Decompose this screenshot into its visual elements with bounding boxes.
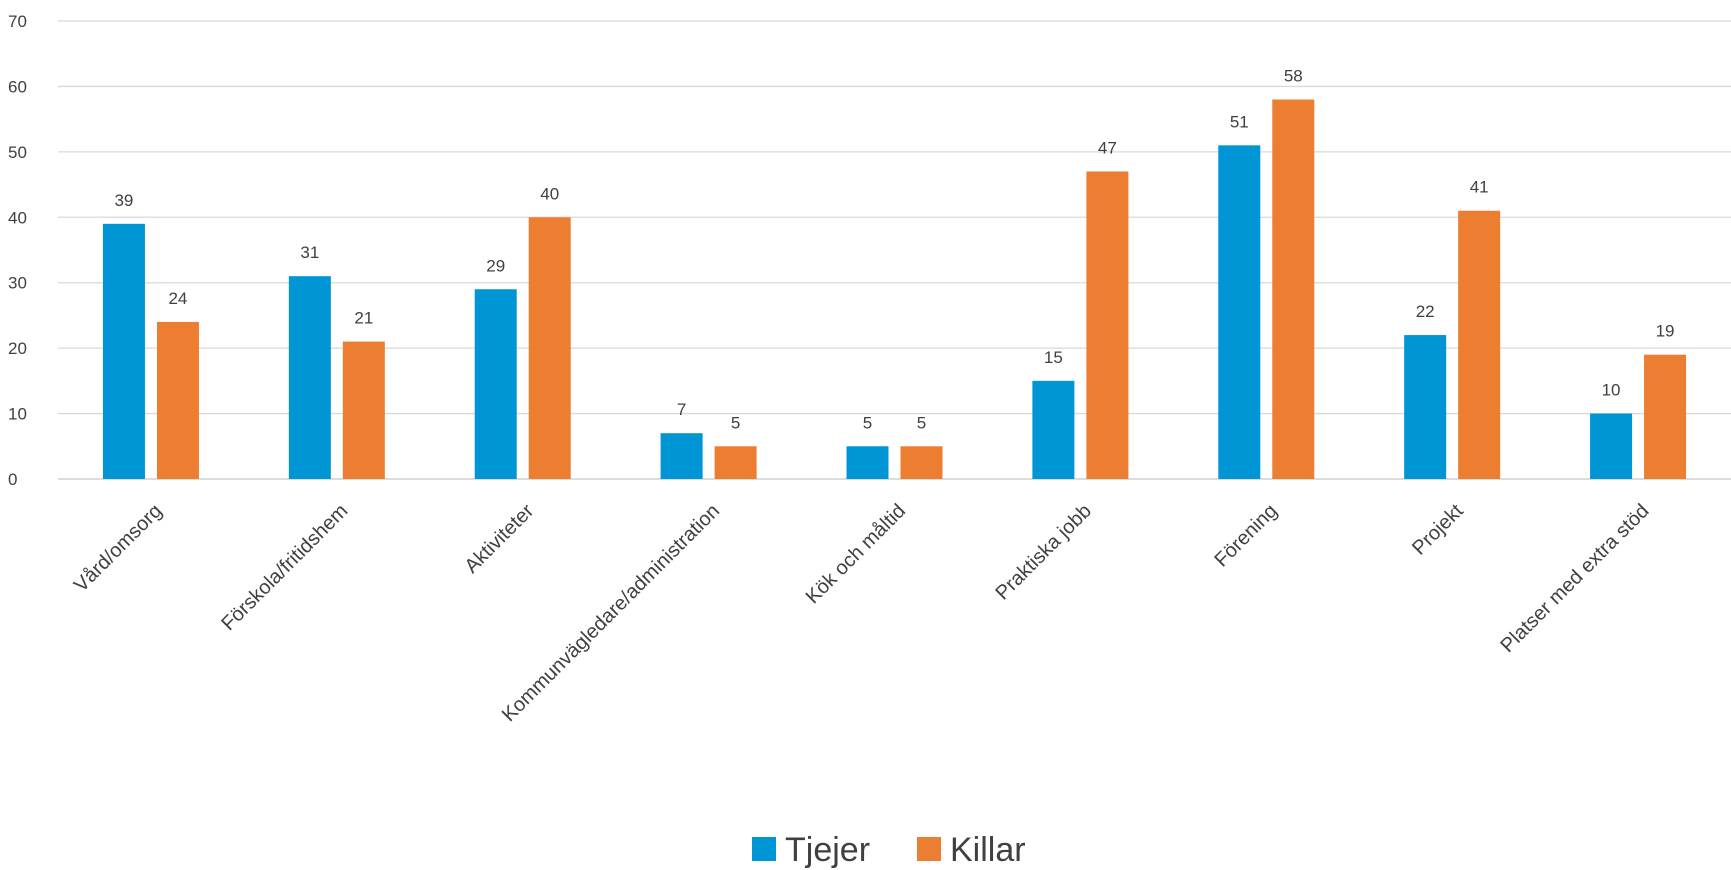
data-label: 58 [1284, 67, 1303, 86]
bar-tjejer [288, 276, 331, 479]
y-tick-label: 40 [8, 208, 27, 227]
data-label: 5 [731, 413, 740, 432]
y-axis-ticks: 0 10 20 30 40 50 60 70 [8, 12, 27, 489]
data-label: 22 [1416, 302, 1435, 321]
data-label: 7 [677, 400, 686, 419]
bar-killar [1644, 354, 1687, 479]
category-label: Aktiviteter [461, 500, 539, 578]
legend-swatch-killar [917, 837, 941, 861]
bar-killar [342, 341, 385, 479]
y-tick-label: 30 [8, 274, 27, 293]
y-tick-label: 20 [8, 339, 27, 358]
data-label: 47 [1098, 138, 1117, 157]
y-tick-label: 10 [8, 405, 27, 424]
bar-tjejer [1032, 380, 1075, 479]
bars [102, 99, 1687, 480]
gridlines [58, 20, 1731, 480]
data-label: 5 [863, 413, 872, 432]
data-labels: 39 24 31 21 29 40 7 5 5 5 15 47 51 58 22 41 10 19 [114, 67, 1674, 433]
x-axis-categories: Vård/omsorg Förskola/fritidshem Aktivitete… [70, 500, 1654, 727]
bar-killar [1458, 210, 1501, 479]
bar-killar [1086, 171, 1129, 479]
legend-label: Tjejer [785, 831, 870, 869]
category-label: Praktiska jobb [992, 500, 1096, 604]
category-label: Vård/omsorg [70, 500, 167, 597]
y-tick-label: 60 [8, 77, 27, 96]
bar-killar [714, 446, 757, 479]
data-label: 40 [540, 184, 559, 203]
category-label: Förening [1210, 500, 1281, 571]
category-label: Platser med extra stöd [1497, 500, 1654, 657]
category-label: Förskola/fritidshem [217, 500, 352, 635]
data-label: 41 [1470, 178, 1489, 197]
legend: Tjejer Killar [752, 831, 1026, 869]
data-label: 29 [486, 256, 505, 275]
data-label: 21 [354, 309, 373, 328]
bar-tjejer [846, 446, 889, 479]
bar-tjejer [1218, 145, 1261, 480]
category-label: Kommunvägledare/administration [498, 500, 724, 726]
bar-tjejer [1404, 335, 1447, 479]
data-label: 51 [1230, 112, 1249, 131]
bar-killar [1272, 99, 1315, 479]
bar-tjejer [474, 289, 517, 479]
data-label: 31 [300, 243, 319, 262]
bar-tjejer [660, 433, 703, 479]
data-label: 39 [114, 191, 133, 210]
data-label: 19 [1656, 322, 1675, 341]
bar-killar [900, 446, 943, 479]
bar-killar [156, 321, 199, 479]
y-tick-label: 50 [8, 143, 27, 162]
bar-killar [528, 217, 571, 480]
legend-swatch-tjejer [752, 837, 776, 861]
bar-tjejer [102, 223, 145, 479]
category-label: Kök och måltid [802, 500, 910, 608]
data-label: 10 [1602, 381, 1621, 400]
data-label: 24 [168, 289, 187, 308]
bar-tjejer [1590, 413, 1633, 479]
y-tick-label: 0 [8, 470, 17, 489]
y-tick-label: 70 [8, 12, 27, 31]
data-label: 5 [917, 413, 926, 432]
category-label: Projekt [1408, 500, 1468, 560]
data-label: 15 [1044, 348, 1063, 367]
legend-label: Killar [950, 831, 1026, 869]
